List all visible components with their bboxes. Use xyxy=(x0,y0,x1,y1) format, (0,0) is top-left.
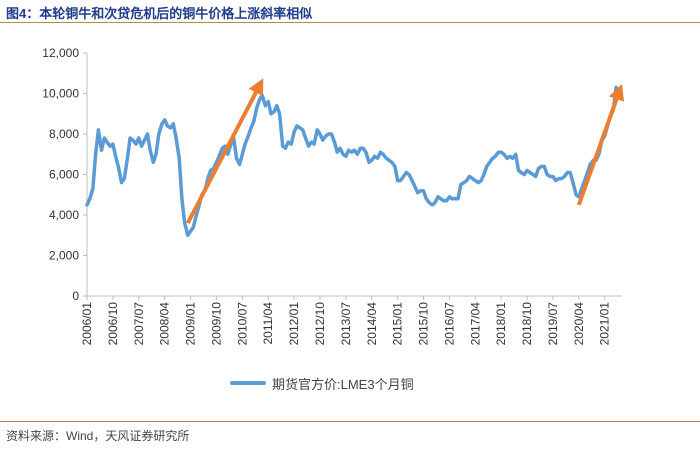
x-tick-label: 2012/10 xyxy=(313,302,327,346)
x-tick-label: 2014/04 xyxy=(365,302,379,346)
trend-arrow-2009 xyxy=(186,78,264,225)
x-tick-label: 2017/04 xyxy=(468,302,482,346)
x-tick-label: 2009/01 xyxy=(184,302,198,346)
legend-swatch xyxy=(230,381,266,385)
lme-copper-series-line xyxy=(85,85,620,238)
x-tick-label: 2020/04 xyxy=(572,302,586,346)
y-tick-label: 4,000 xyxy=(49,208,79,222)
figure-title: 图4：本轮铜牛和次贷危机后的铜牛价格上涨斜率相似 xyxy=(6,6,313,21)
x-tick-label: 2019/07 xyxy=(546,302,560,346)
x-tick-label: 2006/10 xyxy=(106,302,120,346)
x-tick-label: 2013/07 xyxy=(339,302,353,346)
x-tick-label: 2011/04 xyxy=(261,302,275,345)
y-tick-label: 6,000 xyxy=(49,168,79,182)
x-tick-label: 2015/10 xyxy=(417,302,431,346)
x-tick-label: 2021/01 xyxy=(598,302,612,346)
trend-arrow-2020 xyxy=(576,83,625,206)
bottom-divider xyxy=(0,421,700,422)
x-tick-label: 2006/01 xyxy=(80,302,94,346)
x-tick-label: 2007/07 xyxy=(132,302,146,346)
x-tick-label: 2010/07 xyxy=(235,302,249,346)
y-tick-label: 2,000 xyxy=(49,249,79,263)
legend-label: 期货官方价:LME3个月铜 xyxy=(272,377,414,392)
x-tick-label: 2018/01 xyxy=(494,302,508,346)
y-tick-label: 8,000 xyxy=(49,127,79,141)
y-tick-label: 10,000 xyxy=(42,87,79,101)
y-tick-label: 0 xyxy=(72,289,79,303)
x-tick-label: 2012/01 xyxy=(287,302,301,346)
top-divider xyxy=(0,22,700,23)
x-tick-label: 2015/01 xyxy=(391,302,405,346)
y-tick-label: 12,000 xyxy=(42,46,79,60)
source-note: 资料来源：Wind，天风证券研究所 xyxy=(6,429,190,443)
x-tick-label: 2016/07 xyxy=(442,302,456,346)
copper-price-line-chart: 0 2,000 4,000 6,000 8,000 10,000 12,000 2006/01… xyxy=(42,46,625,346)
x-tick-label: 2009/10 xyxy=(209,302,223,346)
x-tick-label: 2018/10 xyxy=(520,302,534,346)
x-tick-label: 2008/04 xyxy=(158,302,172,346)
